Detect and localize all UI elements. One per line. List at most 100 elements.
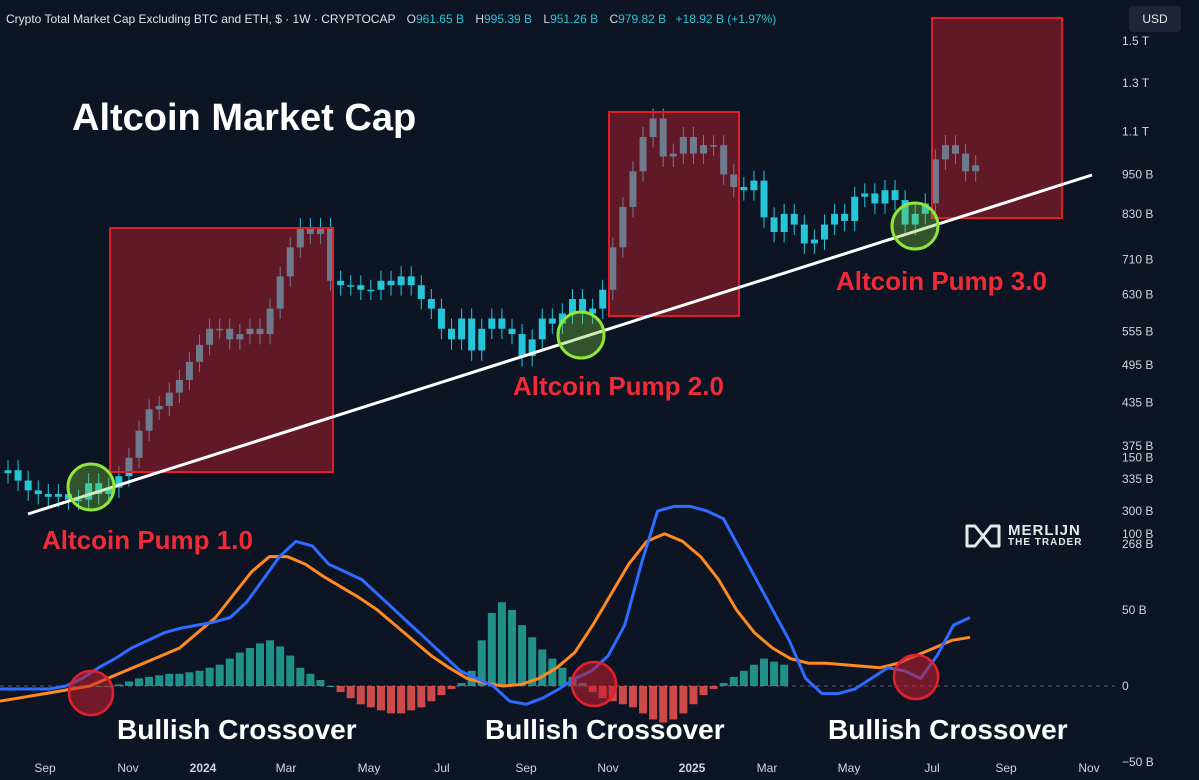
macd-histogram-bar (205, 667, 214, 686)
candle-body (397, 276, 405, 286)
candle-body (196, 344, 204, 362)
candle-body (24, 480, 32, 491)
crossover-circle-2 (570, 660, 618, 708)
close-value: 979.82 B (618, 12, 667, 26)
price-tick-label: 710 B (1122, 252, 1153, 266)
price-tick-label: 300 B (1122, 504, 1153, 518)
candle-body (357, 285, 365, 290)
macd-histogram-bar (518, 625, 527, 686)
candle-body (921, 203, 929, 214)
candle-body (407, 276, 415, 286)
macd-histogram-bar (548, 658, 557, 686)
candle-body (750, 180, 758, 191)
macd-histogram-bar (195, 670, 204, 686)
macd-histogram-bar (447, 686, 456, 690)
macd-histogram-bar (245, 647, 254, 686)
candle-body (85, 483, 93, 500)
macd-histogram-bar (175, 673, 184, 686)
macd-histogram-bar (114, 684, 123, 686)
candle-body (327, 228, 335, 281)
macd-histogram-bar (538, 649, 547, 686)
candle-body (790, 213, 798, 225)
candle-body (64, 494, 72, 500)
candle-body (226, 328, 234, 340)
time-tick-label: Jul (434, 761, 449, 775)
macd-histogram-bar (749, 664, 758, 686)
candle-body (911, 213, 919, 225)
macd-histogram-bar (225, 658, 234, 686)
candle-body (871, 193, 879, 204)
macd-histogram-bar (387, 686, 396, 714)
macd-histogram-bar (679, 686, 688, 714)
price-tick-label: 435 B (1122, 396, 1153, 410)
chart-title: Altcoin Market Cap (72, 97, 416, 139)
candle-body (387, 280, 395, 286)
macd-histogram-bar (739, 670, 748, 686)
candle-body (700, 145, 708, 154)
price-tick-label: 335 B (1122, 472, 1153, 486)
candle-body (599, 289, 607, 309)
support-circles (66, 201, 940, 512)
macd-line (0, 504, 971, 706)
candle-body (468, 318, 476, 351)
candle-body (105, 487, 113, 495)
candle-body (831, 213, 839, 225)
candle-body (589, 308, 597, 314)
macd-histogram-bar (155, 675, 164, 686)
candle-body (639, 136, 647, 172)
time-tick-label: Sep (34, 761, 56, 775)
candle-body (145, 409, 153, 431)
candle-body (75, 499, 83, 502)
macd-histogram-bar (699, 686, 708, 696)
candle-body (941, 145, 949, 160)
candle-body (649, 118, 657, 137)
time-tick-label: Nov (597, 761, 618, 775)
macd-histogram-bar (709, 686, 718, 690)
merlijn-logo: MERLIJN THE TRADER (964, 522, 1082, 550)
candle-body (337, 280, 345, 286)
currency-button[interactable]: USD (1129, 6, 1181, 32)
candle-body (689, 136, 697, 154)
macd-tick-label: 100 B (1122, 527, 1153, 541)
candle-body (478, 328, 486, 351)
macd-histogram-bar (124, 681, 133, 686)
macd-histogram-bar (397, 686, 406, 714)
candle-body (125, 457, 133, 477)
macd-histogram-bar (256, 643, 264, 686)
candle-body (448, 328, 456, 340)
macd-histogram-bar (185, 672, 194, 686)
macd-histogram-bar (760, 658, 768, 686)
symbol-name: Crypto Total Market Cap Excluding BTC an… (6, 12, 396, 26)
candle-body (216, 328, 224, 331)
candle-body (306, 228, 314, 234)
candle-body (14, 470, 22, 481)
candle-body (155, 405, 163, 410)
candle-body (891, 190, 899, 201)
candle-body (185, 361, 193, 380)
crossover-circle-1 (67, 669, 115, 717)
candle-body (710, 145, 718, 147)
candle-body (427, 299, 435, 309)
time-tick-label: Nov (117, 761, 138, 775)
macd-histogram-bar (427, 686, 436, 702)
candle-body (558, 313, 566, 324)
candle-body (296, 228, 304, 248)
price-tick-label: 1.3 T (1122, 76, 1150, 90)
time-tick-label: Mar (276, 761, 297, 775)
candle-body (508, 328, 516, 335)
candle-body (54, 494, 62, 497)
macd-histogram-bar (215, 664, 224, 686)
pump3-label: Altcoin Pump 3.0 (836, 266, 1047, 296)
macd-histogram-bar (235, 652, 244, 686)
logo-line2: THE TRADER (1008, 537, 1083, 548)
support-circle-1 (66, 462, 116, 512)
candle-body (377, 280, 385, 290)
macd-histogram-bar (366, 686, 375, 708)
candle-body (44, 494, 52, 497)
candle-body (720, 145, 728, 175)
macd-histogram-bar (165, 673, 174, 686)
time-tick-label: May (838, 761, 861, 775)
pump2-label: Altcoin Pump 2.0 (513, 371, 724, 401)
macd-tick-label: 50 B (1122, 603, 1147, 617)
candle-body (266, 308, 274, 335)
